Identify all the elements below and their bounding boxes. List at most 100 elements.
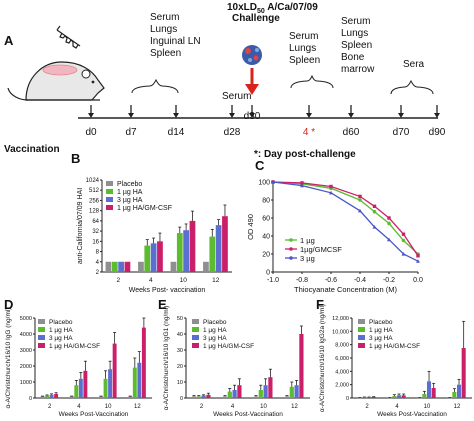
- bar: [263, 385, 268, 398]
- x-tick-label: 2: [200, 404, 204, 410]
- y-tick-label: 5000: [20, 316, 32, 322]
- legend-label: Placebo: [117, 181, 142, 188]
- bar: [201, 395, 206, 398]
- legend-swatch: [192, 319, 199, 324]
- data-point: [358, 208, 362, 213]
- sample-group-4-line: Bone: [341, 52, 365, 63]
- virus-icon: [242, 45, 262, 65]
- sample-group-4-line: Spleen: [341, 40, 372, 51]
- timeline-day-label: d0: [85, 127, 97, 138]
- bar: [196, 396, 201, 398]
- x-tick-label: 2: [116, 277, 120, 284]
- x-tick-label: 10: [105, 404, 112, 410]
- legend-label: 1 µg: [300, 236, 315, 245]
- y-axis-label: α-A/Christchurch/16/10 IgG2a (ng/ml): [319, 304, 326, 412]
- y-tick-label: 32: [92, 229, 99, 235]
- x-tick-label: 12: [212, 277, 220, 284]
- y-tick-label: 6,000: [335, 356, 349, 362]
- x-tick-label: -1.0: [267, 277, 279, 284]
- y-tick-label: 8,000: [335, 343, 349, 349]
- timeline-day-label: 4 *: [303, 127, 315, 138]
- timeline-day-label: d30: [244, 111, 261, 122]
- y-tick-label: 512: [89, 188, 100, 194]
- y-tick-label: 20: [177, 364, 183, 370]
- y-tick-label: 3000: [20, 348, 32, 354]
- bar: [176, 233, 183, 272]
- challenge-title: 10xLD50 A/Ca/07/09 Challenge: [227, 2, 318, 24]
- x-tick-label: 2: [48, 404, 52, 410]
- sample-group-4: Serum Lungs Spleen Bone marrow: [341, 16, 375, 75]
- x-tick-label: 12: [134, 404, 141, 410]
- bar: [215, 225, 222, 272]
- legend-swatch: [192, 335, 199, 340]
- timeline-tick-arrow: [128, 113, 134, 118]
- legend-swatch: [192, 327, 199, 332]
- sample-group-1-line: Inguinal LN: [150, 36, 201, 47]
- x-tick-label: -0.2: [383, 277, 395, 284]
- bar: [299, 334, 304, 398]
- legend-swatch: [358, 343, 365, 348]
- bar: [431, 388, 436, 398]
- data-point: [271, 180, 275, 184]
- legend-swatch: [106, 205, 113, 210]
- x-axis-label: Weeks Post-Vaccination: [59, 411, 129, 418]
- bar: [206, 394, 211, 398]
- bar: [150, 243, 157, 272]
- bar: [268, 377, 273, 398]
- legend-label: 1 µg HA/GM-CSF: [49, 343, 100, 350]
- legend-label: 1 µg HA: [49, 327, 73, 334]
- sample-group-5: Sera: [390, 59, 434, 95]
- bar: [227, 391, 232, 398]
- legend-swatch: [38, 335, 45, 340]
- legend-swatch: [38, 327, 45, 332]
- data-point: [387, 221, 391, 226]
- panel-label-b: B: [71, 151, 80, 166]
- timeline-tick-arrow: [434, 113, 440, 118]
- series-line: [272, 181, 419, 257]
- legend-marker: [289, 256, 293, 260]
- bar: [40, 396, 45, 398]
- bar: [191, 396, 197, 398]
- legend-label: 3 µg HA: [49, 335, 73, 342]
- bar: [157, 241, 163, 272]
- sample-group-1-line: Serum: [150, 12, 179, 23]
- y-tick-label: 0: [180, 396, 183, 402]
- timeline-tick-arrow: [249, 113, 255, 118]
- legend-label: 1 µg HA: [203, 327, 227, 334]
- data-point: [300, 183, 304, 188]
- y-axis-label: OD 490: [246, 214, 255, 240]
- legend-label: 1 µg HA/GM-CSF: [203, 343, 254, 350]
- y-tick-label: 80: [262, 198, 270, 205]
- timeline-tick-arrow: [398, 113, 404, 118]
- x-tick-label: 2: [365, 404, 369, 410]
- x-tick-label: 4: [77, 404, 81, 410]
- timeline-day-label: d90: [429, 127, 446, 138]
- timeline-tick-arrow: [306, 113, 312, 118]
- x-tick-label: 4: [149, 277, 153, 284]
- bar: [289, 386, 294, 398]
- timeline-day-label: d60: [343, 127, 360, 138]
- bar: [74, 385, 79, 398]
- y-tick-label: 2: [96, 270, 100, 276]
- sample-group-1-line: Lungs: [150, 24, 177, 35]
- data-point: [387, 237, 391, 242]
- day-note: *: Day post-challenge: [254, 149, 356, 160]
- bar: [422, 394, 427, 398]
- timeline-tick-arrow: [173, 113, 179, 118]
- challenge-title-prefix: 10xLD: [227, 2, 257, 13]
- chart-f: 0 2,000 4,000 6,000 8,000 10,000 12,000 2 4 10 12 W…: [319, 304, 472, 418]
- bar: [105, 261, 112, 272]
- bar: [392, 396, 397, 398]
- x-axis-label: Thiocyanate Concentration (M): [294, 285, 397, 294]
- timeline-tick-arrow: [229, 113, 235, 118]
- y-tick-label: 4000: [20, 332, 32, 338]
- data-point: [416, 254, 420, 258]
- y-tick-label: 128: [89, 209, 100, 215]
- x-tick-label: 10: [424, 404, 431, 410]
- bar: [222, 216, 228, 272]
- sample-group-3: Serum Lungs Spleen: [289, 31, 334, 89]
- y-tick-label: 10,000: [332, 329, 349, 335]
- data-point: [416, 259, 420, 263]
- sample-group-5-line: Sera: [403, 59, 425, 70]
- sample-group-3-line: Serum: [289, 31, 318, 42]
